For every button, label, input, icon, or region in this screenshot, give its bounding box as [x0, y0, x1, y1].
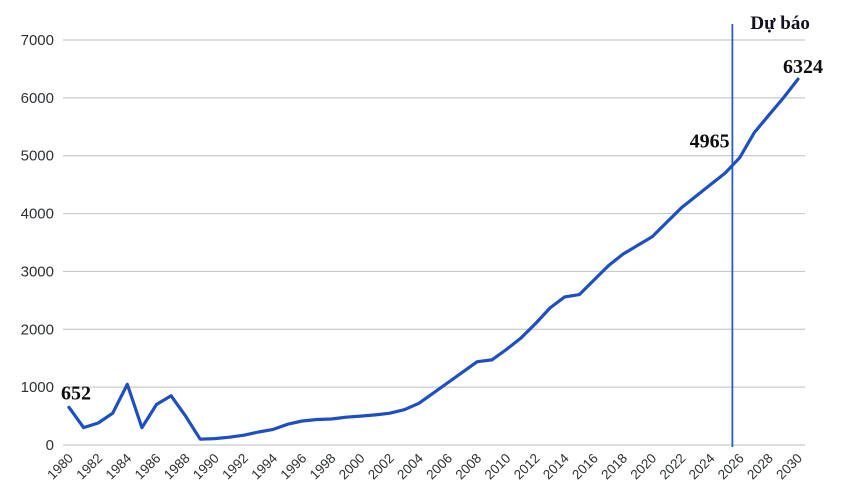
- x-tick-label: 2030: [773, 451, 805, 483]
- x-tick-label: 2026: [715, 451, 747, 483]
- y-tick-label: 3000: [21, 263, 54, 280]
- x-tick-label: 1990: [190, 451, 222, 483]
- y-tick-label: 5000: [21, 148, 54, 165]
- x-tick-label: 1992: [219, 451, 251, 483]
- x-tick-label: 2002: [365, 451, 397, 483]
- x-tick-label: 1980: [44, 451, 76, 483]
- x-tick-label: 2014: [540, 450, 572, 482]
- forecast-label: Dự báo: [750, 13, 809, 34]
- y-tick-label: 7000: [21, 32, 54, 49]
- x-tick-label: 1998: [307, 451, 339, 483]
- x-tick-label: 2012: [511, 451, 543, 483]
- x-tick-label: 1994: [248, 450, 280, 482]
- x-tick-label: 1986: [132, 451, 164, 483]
- x-tick-label: 1982: [73, 451, 105, 483]
- x-tick-label: 2016: [569, 451, 601, 483]
- x-tick-label: 1984: [103, 450, 135, 482]
- data-point-label: 6324: [783, 56, 823, 78]
- series-line: [67, 77, 800, 441]
- y-tick-label: 2000: [21, 321, 54, 338]
- y-tick-label: 0: [46, 437, 54, 454]
- x-tick-label: 2028: [744, 451, 776, 483]
- x-tick-label: 2008: [453, 451, 485, 483]
- y-tick-label: 1000: [21, 379, 54, 396]
- x-tick-label: 2004: [394, 450, 426, 482]
- x-tick-label: 1996: [278, 451, 310, 483]
- x-tick-label: 1988: [161, 451, 193, 483]
- y-tick-label: 4000: [21, 206, 54, 223]
- x-tick-label: 2020: [627, 451, 659, 483]
- y-tick-label: 6000: [21, 90, 54, 107]
- x-tick-label: 2018: [598, 451, 630, 483]
- x-tick-label: 2000: [336, 451, 368, 483]
- x-tick-label: 2024: [686, 450, 718, 482]
- x-tick-label: 2010: [482, 451, 514, 483]
- data-point-label: 652: [61, 382, 91, 404]
- x-tick-label: 2006: [423, 451, 455, 483]
- data-point-label: 4965: [690, 131, 730, 153]
- x-tick-label: 2022: [657, 451, 689, 483]
